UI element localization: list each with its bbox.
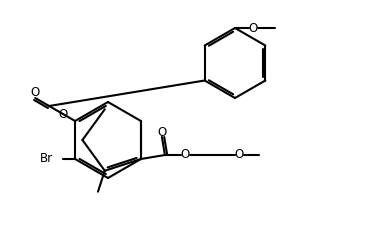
Text: Br: Br: [40, 153, 53, 165]
Text: O: O: [249, 22, 258, 34]
Text: O: O: [157, 125, 166, 138]
Text: O: O: [234, 149, 244, 161]
Text: O: O: [180, 149, 190, 161]
Text: O: O: [31, 87, 40, 99]
Text: O: O: [59, 107, 68, 121]
